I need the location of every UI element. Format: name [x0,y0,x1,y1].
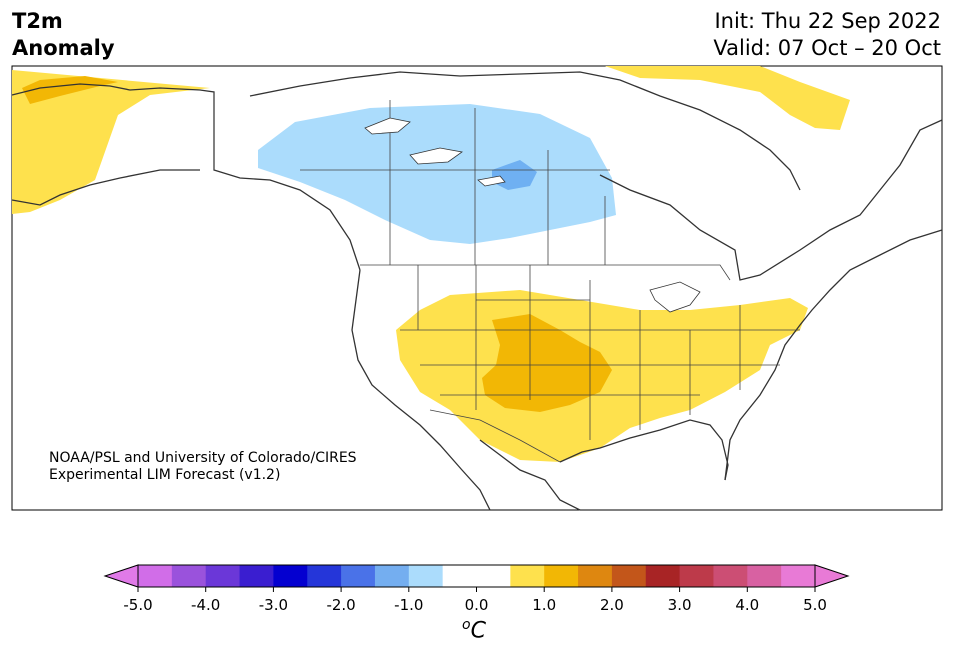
colorbar-cell [781,565,816,587]
province-lines [213,92,610,265]
init-date: Init: Thu 22 Sep 2022 [714,9,941,33]
colorbar-tick-label: -3.0 [259,596,288,614]
colorbar-cell [273,565,308,587]
colorbar-cell [408,565,444,587]
borders [213,92,800,463]
credit-text: NOAA/PSL and University of Colorado/CIRE… [49,450,357,484]
colorbar-ticks: -5.0 -4.0 -3.0 -2.0 -1.0 0.0 1.0 2.0 3.0 4.0 5.0 [123,587,827,614]
colorbar-cell [442,565,477,587]
map-title: T2m Anomaly [12,8,115,62]
colorbar-cell [171,565,207,587]
warm-core-alaska [22,76,118,104]
colorbar-tick-label: 0.0 [465,596,489,614]
anomaly-fills [12,66,850,462]
colorbar-tick-label: 2.0 [600,596,624,614]
cool-area-canada [258,104,616,244]
colorbar-cell [747,565,782,587]
colorbar-cell [205,565,241,587]
colorbar-cell [544,565,579,587]
colorbar-cell [307,565,342,587]
colorbar-tick-label: -4.0 [191,596,220,614]
colorbar-cell [645,565,681,587]
coastline-arctic [249,71,801,191]
warm-area-greenland [605,66,850,130]
colorbar-extend-above [814,564,850,588]
lake-great-bear [364,117,411,135]
credit-line-2: Experimental LIM Forecast (v1.2) [49,467,281,483]
colorbar-cell [713,565,748,587]
coastline-pacific-us [351,269,491,511]
colorbar-cell [679,565,714,587]
colorbar-tick-label: -2.0 [326,596,355,614]
coastline-mexico [479,439,581,511]
coastline-hudson-bay [599,119,943,281]
credit-line-1: NOAA/PSL and University of Colorado/CIRE… [49,450,357,466]
border-us-mexico [429,409,561,463]
colorbar-cell [611,565,647,587]
colorbar-tick-label: -1.0 [394,596,423,614]
warm-core-southern-plains [482,314,612,412]
state-lines [400,265,800,440]
colorbar-tick-label: 1.0 [532,596,556,614]
colorbar-tick-label: -5.0 [123,596,152,614]
lake-great-slave [409,147,464,165]
colorbar-tick-label: 5.0 [803,596,827,614]
warm-area-alaska [12,70,210,214]
colorbar-cell [341,565,376,587]
colorbar-tick-label: 3.0 [668,596,692,614]
colorbar-cell [578,565,613,587]
border-canada-us [360,264,731,281]
unit-superscript: o [462,617,471,633]
coastline-gulf [559,419,729,481]
colorbar-extend-below [103,564,139,588]
great-lakes [649,281,701,313]
colorbar-unit: oC [462,617,486,643]
colorbar-cells [138,565,816,587]
colorbar-cell [239,565,274,587]
title-line-1: T2m [12,9,63,33]
colorbar-cell [138,565,173,587]
title-line-2: Anomaly [12,36,115,60]
lake-winnipeg [477,175,506,187]
lakes [364,117,701,313]
colorbar-cell [374,565,410,587]
coastlines [11,71,943,511]
colorbar-cell [476,565,511,587]
coastline-west [11,169,200,206]
colorbar-cell [510,565,545,587]
date-info: Init: Thu 22 Sep 2022 Valid: 07 Oct – 20… [713,8,941,62]
unit-base: C [470,618,486,644]
colorbar-tick-label: 4.0 [735,596,759,614]
coastline-atlantic [724,229,943,481]
valid-date: Valid: 07 Oct – 20 Oct [713,36,941,60]
